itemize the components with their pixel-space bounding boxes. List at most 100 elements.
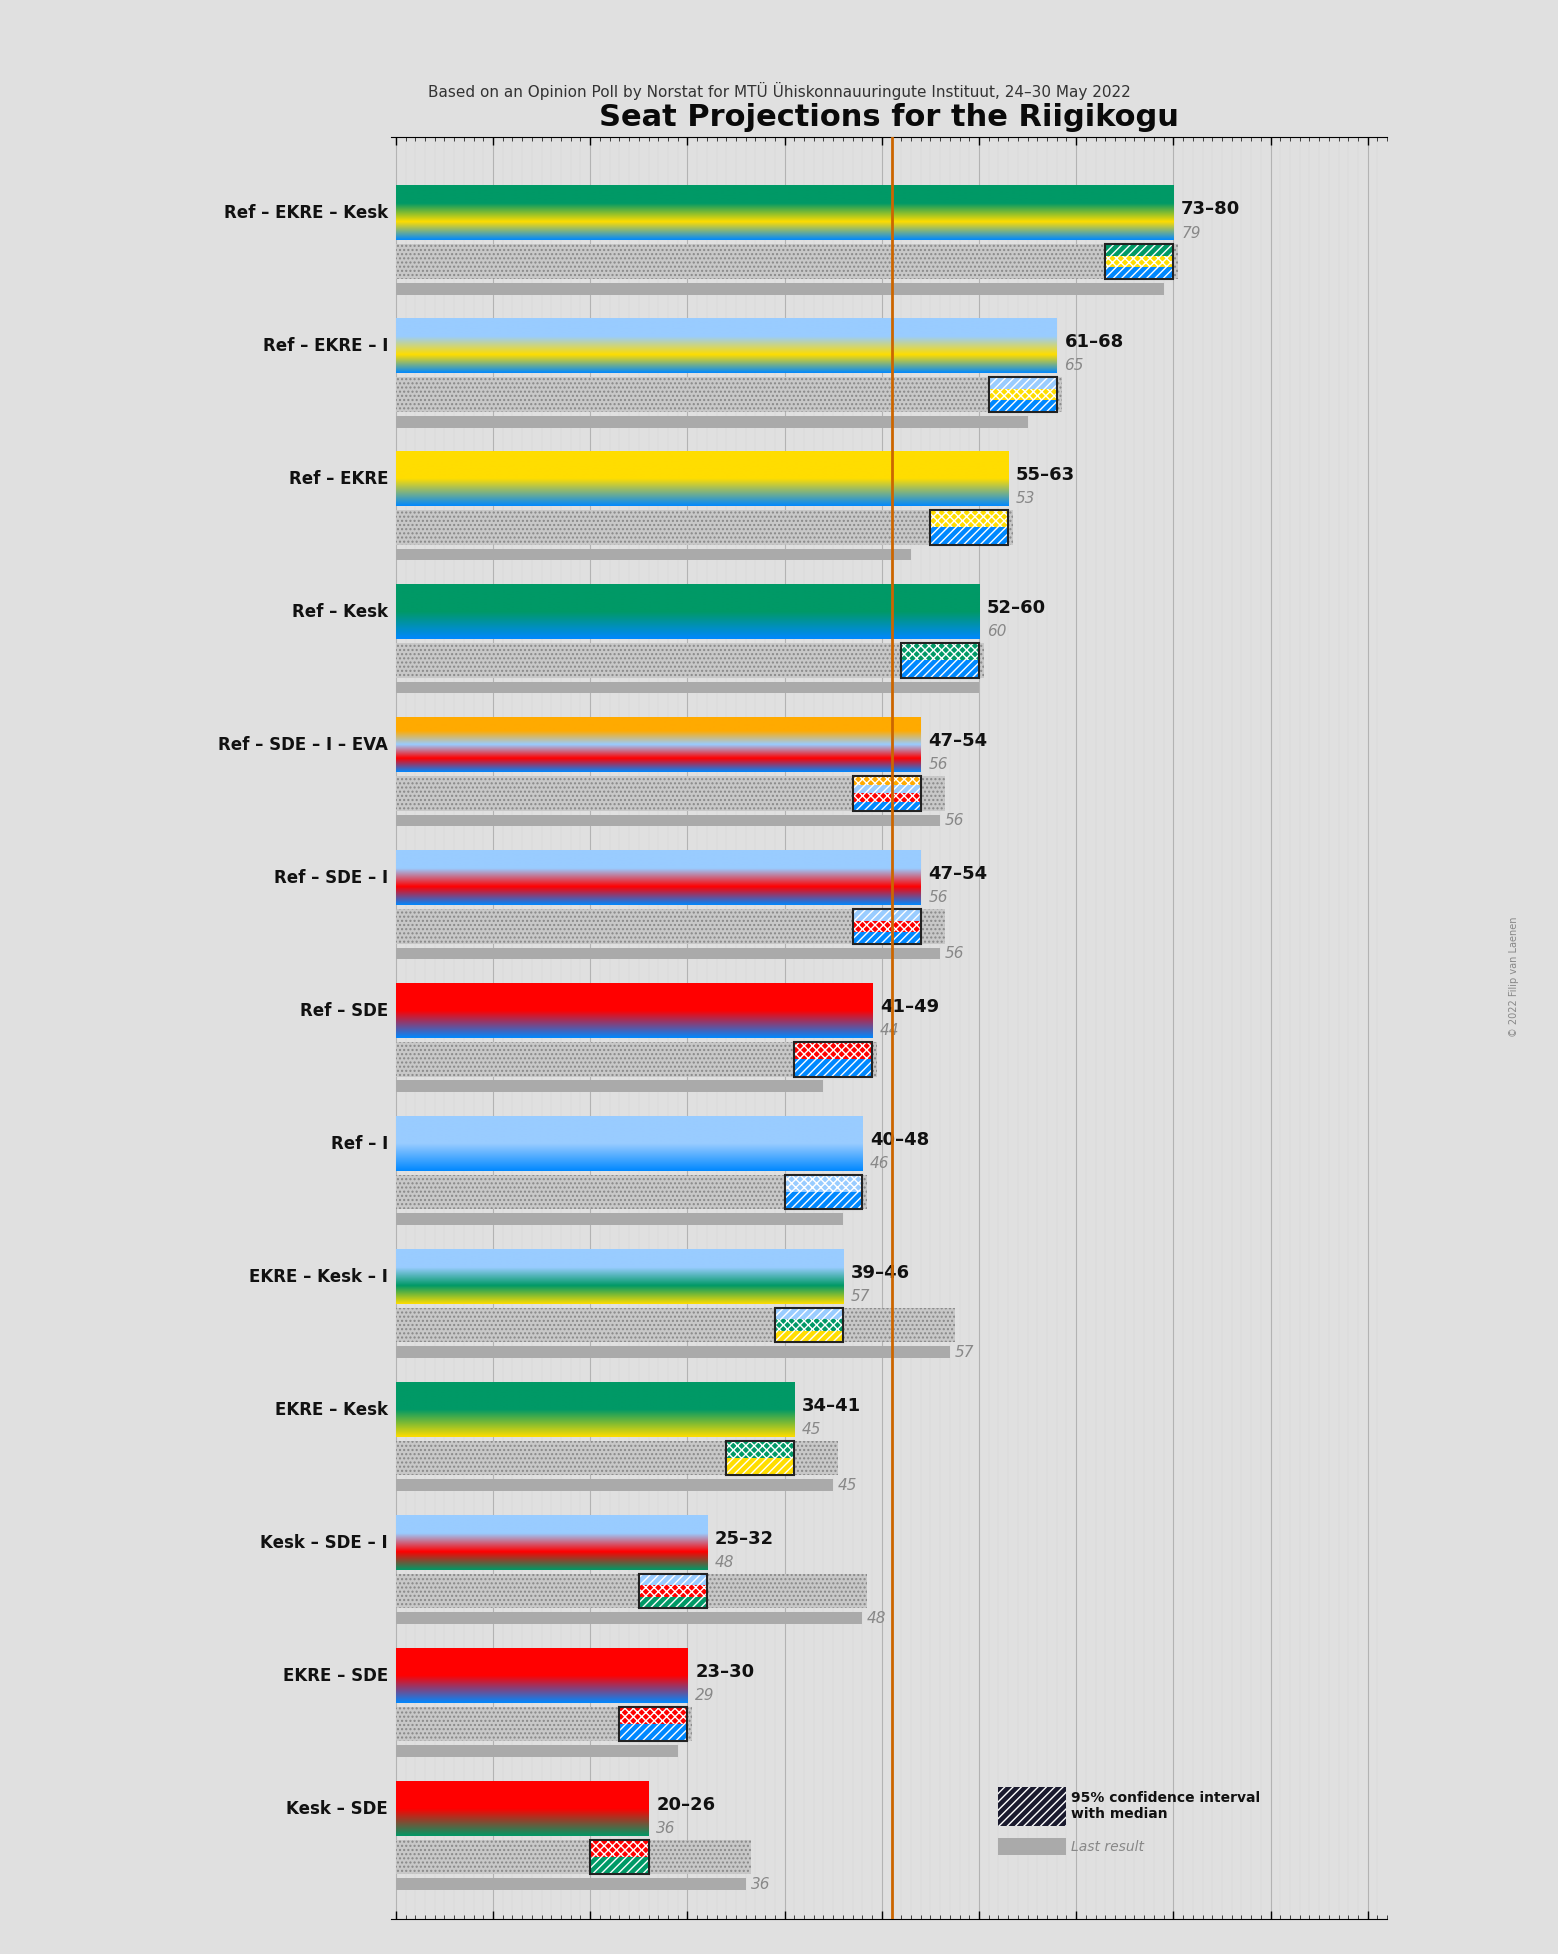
Bar	[396, 1573, 868, 1608]
Bar	[396, 1307, 955, 1342]
Bar	[396, 1346, 950, 1358]
Bar	[590, 1841, 648, 1856]
Bar	[930, 510, 1008, 528]
Bar	[785, 1174, 862, 1192]
Bar	[852, 786, 921, 793]
Text: 34–41: 34–41	[802, 1397, 862, 1415]
Bar	[396, 1440, 838, 1475]
Bar	[620, 1723, 687, 1741]
Bar	[396, 682, 978, 694]
Bar	[999, 1837, 1067, 1856]
Bar	[852, 920, 921, 932]
Bar	[795, 1059, 872, 1077]
Text: 48: 48	[868, 1610, 887, 1626]
Bar	[795, 1041, 872, 1059]
Bar	[989, 377, 1056, 389]
Bar	[726, 1458, 795, 1475]
Text: 41–49: 41–49	[880, 998, 939, 1016]
Text: 65: 65	[1064, 358, 1084, 373]
Text: 47–54: 47–54	[929, 733, 988, 750]
Text: 47–54: 47–54	[929, 866, 988, 883]
Bar	[785, 1192, 862, 1210]
Bar	[396, 815, 939, 827]
Bar	[396, 1041, 877, 1077]
Bar	[590, 1841, 648, 1874]
Bar	[726, 1458, 795, 1475]
Bar	[590, 1856, 648, 1874]
Bar	[396, 909, 946, 944]
Bar	[396, 1573, 868, 1608]
Text: Ref – SDE – I – EVA: Ref – SDE – I – EVA	[218, 737, 388, 754]
Bar	[396, 643, 983, 678]
Bar	[852, 932, 921, 944]
Bar	[396, 1307, 955, 1342]
Text: Ref – Kesk: Ref – Kesk	[291, 604, 388, 621]
Bar	[396, 377, 1061, 412]
Bar	[396, 776, 946, 811]
Bar	[726, 1440, 795, 1458]
Bar	[396, 948, 939, 959]
Title: Seat Projections for the Riigikogu: Seat Projections for the Riigikogu	[600, 104, 1179, 133]
Bar	[1105, 244, 1173, 256]
Text: 25–32: 25–32	[715, 1530, 774, 1548]
Bar	[396, 1174, 868, 1210]
Bar	[639, 1596, 707, 1608]
Bar	[930, 510, 1008, 545]
Bar	[396, 1041, 877, 1077]
Bar	[989, 389, 1056, 401]
Bar	[852, 909, 921, 920]
Text: Ref – EKRE – Kesk: Ref – EKRE – Kesk	[224, 205, 388, 223]
Bar	[726, 1440, 795, 1458]
Bar	[639, 1596, 707, 1608]
Bar	[774, 1307, 843, 1342]
Bar	[795, 1041, 872, 1059]
Bar	[852, 801, 921, 811]
Bar	[774, 1319, 843, 1331]
Bar	[396, 1174, 868, 1210]
Text: Ref – EKRE: Ref – EKRE	[288, 471, 388, 488]
Bar	[1105, 256, 1173, 268]
Bar	[396, 1841, 751, 1874]
Text: 73–80: 73–80	[1181, 201, 1240, 219]
Text: Kesk – SDE: Kesk – SDE	[287, 1800, 388, 1817]
Bar	[396, 776, 946, 811]
Bar	[901, 660, 978, 678]
Bar	[396, 283, 1164, 295]
Bar	[999, 1786, 1067, 1825]
Bar	[901, 660, 978, 678]
Bar	[852, 776, 921, 786]
Text: 56: 56	[946, 946, 964, 961]
Bar	[396, 1612, 862, 1624]
Bar	[930, 528, 1008, 545]
Text: 56: 56	[929, 891, 947, 905]
Text: 29: 29	[695, 1688, 715, 1704]
Bar	[852, 801, 921, 811]
Bar	[901, 643, 978, 678]
Text: Ref – SDE – I: Ref – SDE – I	[274, 870, 388, 887]
Bar	[989, 389, 1056, 401]
Bar	[930, 528, 1008, 545]
Bar	[1105, 256, 1173, 268]
Bar	[852, 909, 921, 920]
Text: 48: 48	[715, 1555, 734, 1569]
Bar	[852, 909, 921, 944]
Bar	[930, 510, 1008, 528]
Bar	[620, 1723, 687, 1741]
Text: 45: 45	[802, 1423, 821, 1436]
Bar	[396, 1841, 751, 1874]
Bar	[620, 1706, 687, 1741]
Bar	[396, 416, 1028, 428]
Bar	[396, 510, 1013, 545]
Bar	[1105, 268, 1173, 279]
Bar	[639, 1585, 707, 1596]
Bar	[901, 643, 978, 660]
Text: 45: 45	[838, 1477, 857, 1493]
Text: 46: 46	[869, 1157, 890, 1170]
Text: 23–30: 23–30	[695, 1663, 754, 1680]
Bar	[795, 1041, 872, 1077]
Bar	[989, 377, 1056, 412]
Text: Ref – SDE: Ref – SDE	[299, 1002, 388, 1020]
Text: 60: 60	[986, 625, 1006, 639]
Bar	[852, 920, 921, 932]
Text: Based on an Opinion Poll by Norstat for MTÜ Ühiskonnauuringute Instituut, 24–30 : Based on an Opinion Poll by Norstat for …	[427, 82, 1131, 100]
